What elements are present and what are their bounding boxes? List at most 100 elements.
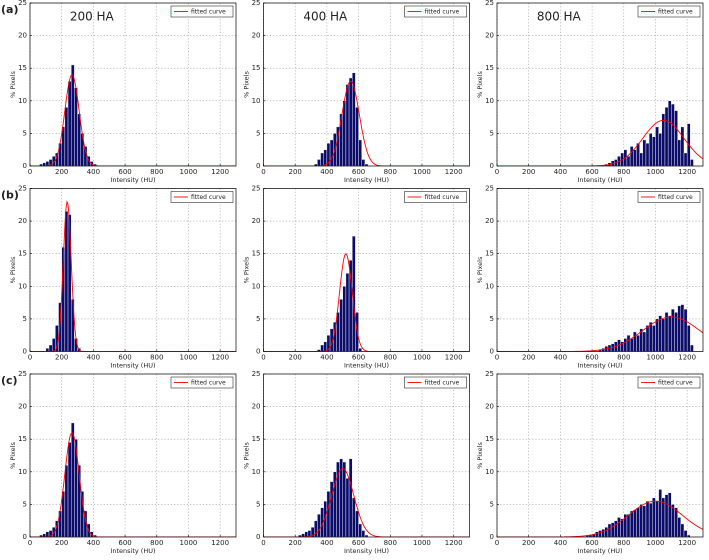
x-tick-label: 400 [87, 168, 100, 176]
bar [658, 489, 663, 537]
bar [626, 335, 631, 352]
x-tick-label: 0 [495, 354, 499, 362]
legend-label: fitted curve [658, 8, 693, 15]
bar [683, 530, 688, 537]
bar [326, 491, 331, 537]
panel: 0 200 400 600 800 1000 1200 0 5 10 15 20 25 fitted cu… [476, 185, 704, 370]
bar [680, 523, 685, 537]
y-tick-label: 10 [485, 282, 494, 290]
x-tick-label: 0 [495, 168, 499, 176]
panel: 0 200 400 600 800 1000 1200 0 5 10 15 20 25 fitted cu… [243, 0, 470, 184]
y-tick-label: 5 [256, 129, 260, 137]
y-tick-label: 15 [252, 435, 261, 443]
x-tick-label: 0 [28, 539, 32, 547]
plot-area [263, 188, 470, 352]
y-tick-label: 15 [252, 64, 261, 72]
bar [667, 492, 672, 537]
bar [648, 502, 653, 537]
bar [633, 149, 637, 166]
bar [664, 494, 669, 537]
bar [633, 331, 637, 352]
x-tick-label: 800 [384, 168, 397, 176]
legend-label: fitted curve [658, 379, 693, 386]
panel: 0 200 400 600 800 1000 1200 0 5 10 15 20 25 fitted cu… [476, 0, 704, 184]
legend-box [637, 5, 701, 18]
x-axis-label: Intensity (HU) [110, 362, 155, 370]
panel-label: (b) [1, 189, 19, 202]
x-axis-label: Intensity (HU) [110, 176, 155, 184]
plot-frame [29, 2, 237, 167]
legend-box [637, 191, 701, 203]
x-tick-label: 1000 [180, 168, 198, 176]
plot-frame [263, 2, 470, 167]
x-axis-label: Intensity (HU) [344, 362, 389, 370]
y-tick-label: 15 [485, 435, 494, 443]
y-tick-label: 10 [18, 468, 27, 476]
y-tick-label: 20 [18, 217, 27, 225]
y-tick-label: 20 [485, 217, 494, 225]
bar [48, 344, 53, 352]
x-tick-label: 0 [261, 539, 265, 547]
x-tick-label: 800 [617, 168, 630, 176]
x-tick-label: 200 [522, 168, 535, 176]
bar [358, 348, 362, 352]
fitted-curve [497, 316, 703, 352]
legend-label: fitted curve [658, 194, 693, 201]
x-tick-label: 400 [87, 539, 100, 547]
y-tick-label: 20 [252, 217, 261, 225]
bar [652, 325, 656, 352]
x-tick-label: 0 [28, 354, 32, 362]
y-tick-label: 5 [23, 315, 27, 323]
y-tick-label: 5 [490, 129, 494, 137]
marks [497, 489, 703, 537]
bar [629, 338, 634, 352]
bar [671, 504, 675, 537]
legend-label: fitted curve [425, 194, 460, 201]
legend-label: fitted curve [191, 379, 226, 386]
bar [74, 87, 78, 166]
y-tick-label: 0 [490, 348, 494, 356]
y-tick-label: 15 [18, 64, 27, 72]
bar [45, 348, 50, 352]
plot-frame [263, 188, 470, 352]
x-tick-label: 600 [352, 354, 365, 362]
bar [361, 159, 366, 166]
x-tick-label: 800 [617, 354, 630, 362]
bar [629, 510, 634, 537]
panel: 0 200 400 600 800 1000 1200 0 5 10 15 20 25 fitted cu… [9, 185, 237, 370]
marks [263, 235, 470, 352]
y-tick-label: 10 [252, 97, 261, 105]
y-tick-label: 15 [252, 250, 261, 258]
x-tick-label: 200 [55, 168, 68, 176]
y-tick-label: 0 [23, 348, 27, 356]
x-tick-label: 600 [118, 168, 131, 176]
legend-label: fitted curve [425, 379, 460, 386]
x-tick-label: 1000 [647, 539, 665, 547]
panel-title: 800 HA [537, 10, 582, 24]
x-tick-label: 400 [320, 354, 333, 362]
bar [70, 64, 75, 166]
x-tick-label: 800 [384, 539, 397, 547]
bar [667, 100, 672, 166]
plot-area [30, 3, 236, 166]
bar [329, 139, 334, 166]
bar [67, 214, 72, 352]
bar [348, 458, 353, 537]
y-tick-label: 0 [256, 162, 260, 170]
legend-box [404, 376, 467, 389]
x-axis-label: Intensity (HU) [577, 176, 622, 184]
bar [680, 126, 685, 166]
x-tick-label: 1200 [211, 539, 229, 547]
x-tick-label: 0 [495, 539, 499, 547]
x-tick-label: 600 [118, 539, 131, 547]
bar [674, 110, 678, 166]
bar [358, 139, 362, 166]
x-tick-label: 200 [55, 539, 68, 547]
bar [686, 534, 691, 537]
bar [345, 478, 350, 537]
bar [607, 523, 612, 537]
marks [30, 64, 236, 166]
plot-area [263, 374, 470, 537]
bar [342, 100, 347, 166]
bar [677, 305, 682, 352]
